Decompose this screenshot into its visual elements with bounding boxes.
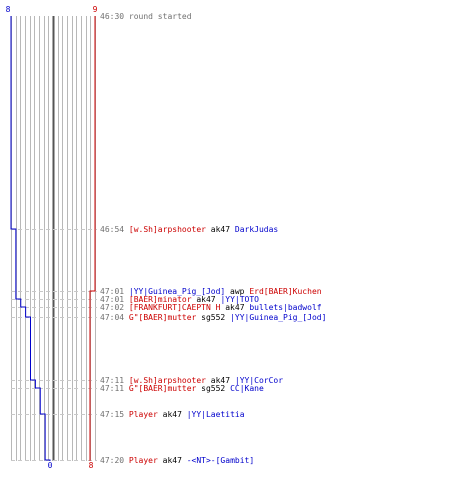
- score-labels: 8 9 0 8: [6, 5, 98, 470]
- event-time: 47:04: [100, 313, 129, 322]
- event-row: 47:11 [w.Sh]arpshooter ak47 |YY|CorCor: [100, 376, 283, 385]
- event-killer: G"[BAER]mutter: [129, 313, 197, 322]
- event-row: 47:20 Player ak47 -<NT>-[Gambit]: [100, 456, 254, 465]
- event-time: 47:20: [100, 456, 129, 465]
- event-weapon: awp: [225, 287, 249, 296]
- event-time: 46:54: [100, 225, 129, 234]
- event-log: 46:30 round started 46:54 [w.Sh]arpshoote…: [100, 12, 326, 465]
- red-final-score-label: 8: [89, 461, 94, 470]
- event-time: 47:01: [100, 287, 129, 296]
- event-row: 46:54 [w.Sh]arpshooter ak47 DarkJudas: [100, 225, 278, 234]
- event-killer: [w.Sh]arpshooter: [129, 376, 206, 385]
- event-killer: [FRANKFURT]CAEPTN H: [129, 303, 221, 312]
- event-victim: |YY|Laetitia: [187, 410, 245, 419]
- event-row: 47:15 Player ak47 |YY|Laetitia: [100, 410, 245, 419]
- event-killer: [BAER]minator: [129, 295, 192, 304]
- event-weapon: ak47: [192, 295, 221, 304]
- event-victim: -<NT>-[Gambit]: [187, 456, 254, 465]
- timeline-grid: [11, 16, 96, 461]
- event-killer: G"[BAER]mutter: [129, 384, 197, 393]
- event-row: 47:02 [FRANKFURT]CAEPTN H ak47 bullets|b…: [100, 303, 322, 312]
- red-team-score-line: [89, 16, 96, 461]
- event-weapon: sg552: [196, 313, 230, 322]
- blue-final-score-label: 0: [48, 461, 53, 470]
- event-time: 47:02: [100, 303, 129, 312]
- blue-team-score-line: [10, 16, 51, 461]
- event-row: 46:30 round started: [100, 12, 192, 21]
- red-start-score-label: 9: [93, 5, 98, 14]
- event-time: 46:30: [100, 12, 129, 21]
- event-killer: [w.Sh]arpshooter: [129, 225, 206, 234]
- event-killer: Player: [129, 410, 158, 419]
- event-time: 47:11: [100, 384, 129, 393]
- event-victim: |YY|CorCor: [235, 376, 283, 385]
- blue-start-score-label: 8: [6, 5, 11, 14]
- event-victim: |YY|Guinea_Pig_[Jod]: [230, 313, 326, 322]
- event-weapon: ak47: [158, 456, 187, 465]
- event-killer: |YY|Guinea_Pig_[Jod]: [129, 287, 225, 296]
- event-time: 47:11: [100, 376, 129, 385]
- event-message: round started: [129, 12, 192, 21]
- event-victim: bullets|badwolf: [249, 303, 321, 312]
- event-weapon: ak47: [206, 376, 235, 385]
- event-victim: CC|Kane: [230, 384, 264, 393]
- event-killer: Player: [129, 456, 158, 465]
- event-row: 47:04 G"[BAER]mutter sg552 |YY|Guinea_Pi…: [100, 313, 326, 322]
- event-time: 47:15: [100, 410, 129, 419]
- event-time: 47:01: [100, 295, 129, 304]
- event-weapon: sg552: [196, 384, 230, 393]
- team-score-lines: [10, 16, 96, 461]
- event-victim: Erd[BAER]Kuchen: [249, 287, 321, 296]
- event-victim: |YY|TOTO: [220, 295, 259, 304]
- event-weapon: ak47: [206, 225, 235, 234]
- event-row: 47:11 G"[BAER]mutter sg552 CC|Kane: [100, 384, 264, 393]
- event-weapon: ak47: [220, 303, 249, 312]
- event-victim: DarkJudas: [235, 225, 279, 234]
- event-weapon: ak47: [158, 410, 187, 419]
- event-row: 47:01 [BAER]minator ak47 |YY|TOTO: [100, 295, 259, 304]
- event-row: 47:01 |YY|Guinea_Pig_[Jod] awp Erd[BAER]…: [100, 287, 322, 296]
